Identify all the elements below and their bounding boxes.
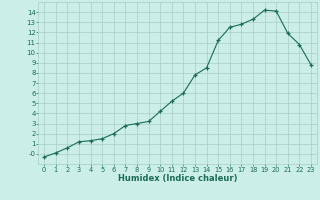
X-axis label: Humidex (Indice chaleur): Humidex (Indice chaleur) <box>118 174 237 183</box>
